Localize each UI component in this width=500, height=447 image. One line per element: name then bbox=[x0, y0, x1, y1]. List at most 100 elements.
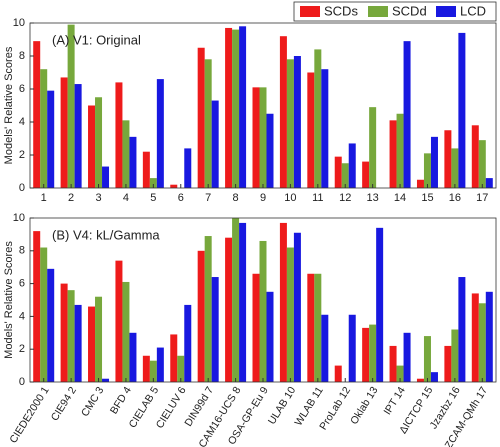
bar bbox=[156, 79, 164, 188]
x-tick-label: 3 bbox=[95, 192, 101, 204]
x-tick-label: 10 bbox=[284, 192, 296, 204]
bar bbox=[225, 27, 233, 189]
bar bbox=[122, 120, 130, 188]
y-tick-label: 10 bbox=[13, 212, 25, 224]
x-tick-label: 2 bbox=[68, 192, 74, 204]
bar bbox=[416, 378, 424, 382]
bar bbox=[266, 291, 274, 382]
bar bbox=[129, 136, 137, 188]
bar bbox=[259, 240, 267, 382]
bar bbox=[458, 277, 466, 382]
bar bbox=[307, 72, 315, 188]
y-tick-label: 6 bbox=[19, 83, 25, 95]
bar bbox=[430, 136, 438, 188]
bar bbox=[396, 113, 404, 188]
bar bbox=[423, 153, 431, 188]
bar bbox=[47, 268, 55, 382]
bar bbox=[142, 355, 150, 382]
x-tick-label: 6 bbox=[178, 192, 184, 204]
y-tick-label: 6 bbox=[19, 278, 25, 290]
bar bbox=[149, 178, 157, 188]
bar bbox=[348, 314, 356, 382]
bar bbox=[197, 47, 205, 188]
bar bbox=[341, 163, 349, 188]
x-tick-label: 17 bbox=[476, 192, 488, 204]
bar bbox=[321, 314, 329, 382]
y-axis-label: Models' Relative Scores bbox=[3, 241, 15, 359]
x-tick-label: 14 bbox=[394, 192, 406, 204]
x-tick-label: 9 bbox=[260, 192, 266, 204]
bar bbox=[232, 29, 240, 188]
bar bbox=[293, 56, 301, 188]
x-tick-label: 8 bbox=[233, 192, 239, 204]
y-tick-label: 8 bbox=[19, 245, 25, 257]
legend-label: SCDd bbox=[392, 3, 427, 18]
x-tick-label: CMC 3 bbox=[79, 385, 107, 419]
legend-swatch bbox=[300, 6, 320, 17]
x-tick-label: 7 bbox=[205, 192, 211, 204]
bar bbox=[430, 372, 438, 382]
bar bbox=[74, 304, 82, 382]
x-tick-label: 12 bbox=[339, 192, 351, 204]
bar bbox=[362, 161, 370, 188]
bar bbox=[177, 355, 185, 382]
bar bbox=[403, 332, 411, 382]
bar bbox=[184, 304, 192, 382]
bar bbox=[396, 365, 404, 382]
x-tick-label: BFD 4 bbox=[108, 385, 134, 417]
bar bbox=[444, 345, 452, 382]
bar bbox=[170, 184, 178, 188]
bar bbox=[225, 237, 233, 382]
y-tick-label: 4 bbox=[19, 116, 25, 128]
bar bbox=[478, 140, 486, 188]
bar bbox=[239, 222, 247, 382]
bar bbox=[60, 283, 68, 382]
x-tick-label: 4 bbox=[123, 192, 129, 204]
bar bbox=[451, 329, 459, 382]
bar bbox=[149, 360, 157, 382]
bar bbox=[47, 90, 55, 188]
bar bbox=[334, 365, 342, 382]
x-tick-label: 5 bbox=[150, 192, 156, 204]
y-axis-label: Models' Relative Scores bbox=[3, 46, 15, 164]
x-tick-label: 13 bbox=[367, 192, 379, 204]
bar bbox=[334, 156, 342, 188]
bar bbox=[314, 273, 322, 382]
bar bbox=[485, 178, 493, 188]
legend-swatch bbox=[436, 6, 456, 17]
x-tick-label: 16 bbox=[449, 192, 461, 204]
bar bbox=[156, 347, 164, 382]
bar bbox=[389, 120, 397, 188]
bar bbox=[321, 69, 329, 188]
bar bbox=[95, 296, 103, 382]
bar bbox=[252, 273, 260, 382]
bar bbox=[471, 125, 479, 188]
x-tick-label: 15 bbox=[421, 192, 433, 204]
bar bbox=[369, 107, 377, 188]
bar bbox=[142, 151, 150, 188]
bar bbox=[204, 59, 212, 188]
bar bbox=[95, 97, 103, 188]
bar bbox=[416, 179, 424, 188]
bar bbox=[197, 250, 205, 382]
bar bbox=[211, 100, 219, 188]
bar bbox=[423, 336, 431, 382]
bar bbox=[389, 345, 397, 382]
bar bbox=[314, 49, 322, 189]
x-tick-label: 11 bbox=[312, 192, 323, 204]
bar bbox=[40, 69, 48, 188]
bar bbox=[115, 260, 123, 382]
bar bbox=[252, 87, 260, 188]
bar bbox=[102, 378, 110, 382]
bar bbox=[67, 24, 75, 189]
bar bbox=[307, 273, 315, 382]
bar bbox=[40, 247, 48, 382]
bar bbox=[115, 82, 123, 188]
y-tick-label: 2 bbox=[19, 149, 25, 161]
bar bbox=[348, 143, 356, 188]
bar bbox=[122, 281, 130, 382]
bar bbox=[74, 84, 82, 188]
x-tick-label: IPT 14 bbox=[381, 385, 408, 418]
bar bbox=[471, 293, 479, 382]
bar bbox=[286, 59, 294, 188]
